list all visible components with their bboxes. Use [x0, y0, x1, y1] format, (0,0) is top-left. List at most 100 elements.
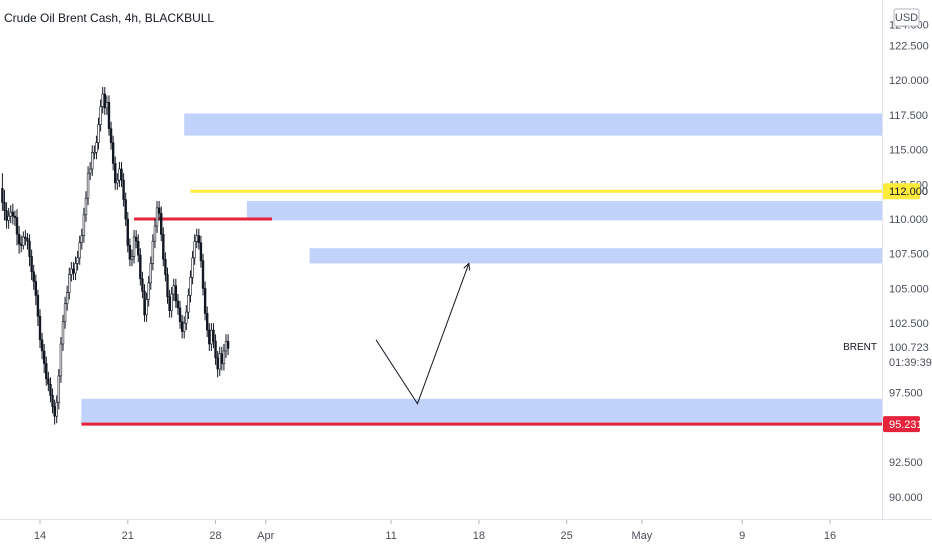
candle	[3, 189, 6, 221]
zone-3	[81, 398, 882, 425]
candle-body	[122, 179, 125, 200]
candle	[222, 344, 226, 371]
candle-body	[139, 254, 142, 280]
candle	[30, 249, 33, 281]
candle-body	[76, 257, 79, 264]
candle	[34, 274, 38, 306]
price-tick-label: 107.500	[889, 249, 929, 261]
candle-body	[216, 357, 219, 370]
candle-body	[42, 350, 46, 364]
candle	[80, 228, 84, 250]
candle	[160, 206, 163, 242]
candle	[9, 205, 12, 224]
candle	[22, 231, 25, 250]
candle	[201, 253, 205, 296]
candle	[143, 284, 146, 322]
candle	[53, 399, 56, 425]
candle-body	[26, 238, 29, 242]
candle	[212, 323, 215, 349]
candle-body	[101, 93, 104, 107]
candle	[206, 306, 209, 338]
candle-body	[155, 207, 159, 227]
candle	[174, 278, 178, 308]
candle-body	[7, 215, 10, 221]
candle	[126, 212, 129, 253]
candle-body	[13, 215, 17, 218]
candle	[203, 281, 207, 321]
candle-body	[65, 292, 69, 305]
candle	[17, 225, 21, 254]
date-tick-label: 18	[473, 530, 485, 542]
candle-body	[45, 363, 48, 380]
candle	[103, 87, 106, 115]
time-axis[interactable]: 14 21 28 Apr 11 18 25 May 9 16	[34, 520, 836, 542]
candle-body	[189, 277, 192, 296]
candle-body	[47, 378, 50, 385]
price-axis[interactable]: 90.000 92.500 97.500 102.500 105.000 107.500 1…	[889, 20, 929, 504]
candle-body	[178, 307, 182, 323]
candle	[61, 314, 65, 351]
candle	[164, 252, 167, 282]
candle	[93, 145, 96, 160]
candle	[151, 234, 155, 271]
candle	[214, 334, 217, 365]
candle-body	[59, 343, 63, 377]
price-tick-label: 97.500	[889, 388, 923, 400]
candle	[47, 371, 50, 392]
candle	[145, 292, 148, 322]
candle-body	[124, 199, 127, 220]
candle	[55, 395, 58, 424]
candle-body	[162, 233, 165, 260]
candle-body	[63, 303, 67, 323]
candle-body	[32, 271, 35, 282]
candle-body	[28, 240, 31, 257]
candle	[78, 235, 81, 265]
candle-body	[49, 383, 52, 396]
projection-path	[375, 263, 470, 405]
candle-body	[82, 214, 86, 236]
candle	[5, 202, 8, 229]
candle	[147, 275, 150, 307]
candle	[170, 287, 173, 318]
candle	[208, 323, 211, 351]
candle-body	[160, 213, 163, 235]
candle	[157, 200, 161, 221]
candle-body	[172, 285, 175, 295]
candle	[187, 288, 190, 319]
currency-box[interactable]	[893, 8, 920, 27]
candle	[97, 117, 100, 150]
candle	[199, 235, 203, 268]
date-tick-label: 25	[561, 530, 573, 542]
candle-body	[114, 163, 117, 184]
candle-body	[34, 281, 38, 296]
symbol-label: BRENT	[843, 342, 877, 353]
candle	[172, 278, 175, 301]
candle-body	[206, 313, 209, 331]
price-badges: 112.000 95.231	[883, 183, 928, 433]
candle	[63, 296, 67, 329]
candle	[116, 173, 119, 190]
candle-body	[126, 218, 129, 246]
candle-body	[132, 236, 136, 257]
candle	[26, 232, 29, 250]
price-tick-label: 115.000	[889, 145, 928, 157]
candle-body	[105, 102, 109, 109]
candle	[38, 309, 42, 349]
candle	[226, 334, 230, 356]
candle-body	[149, 263, 152, 284]
candle-body	[51, 395, 54, 407]
candle-body	[15, 217, 19, 235]
candle-body	[68, 274, 71, 293]
candle-body	[195, 235, 198, 242]
price-badge-label-1: 95.231	[889, 419, 923, 431]
chart-title: Crude Oil Brent Cash, 4h, BLACKBULL	[4, 11, 214, 25]
candle-body	[53, 406, 56, 417]
candle-body	[222, 350, 226, 364]
candle	[178, 300, 182, 329]
candle-body	[134, 236, 138, 242]
candle-body	[214, 340, 217, 359]
candle-body	[187, 295, 190, 313]
candle	[132, 230, 136, 264]
